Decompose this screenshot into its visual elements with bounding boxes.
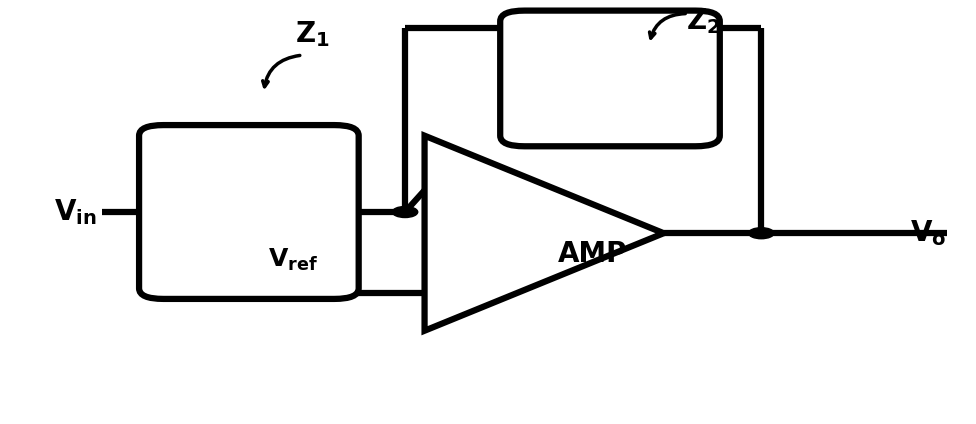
FancyBboxPatch shape <box>140 125 359 299</box>
FancyBboxPatch shape <box>500 11 720 146</box>
Circle shape <box>749 228 774 239</box>
Text: $\mathbf{V}_{\mathbf{ref}}$: $\mathbf{V}_{\mathbf{ref}}$ <box>268 247 318 273</box>
Text: AMP: AMP <box>558 240 628 268</box>
Text: $\mathbf{V}_{\mathbf{in}}$: $\mathbf{V}_{\mathbf{in}}$ <box>54 197 97 227</box>
Text: $\mathbf{Z_2}$: $\mathbf{Z_2}$ <box>685 6 720 36</box>
Text: $\mathbf{Z_1}$: $\mathbf{Z_1}$ <box>295 19 330 49</box>
Circle shape <box>392 206 418 218</box>
Text: $\mathbf{V}_{\mathbf{o}}$: $\mathbf{V}_{\mathbf{o}}$ <box>911 218 947 248</box>
